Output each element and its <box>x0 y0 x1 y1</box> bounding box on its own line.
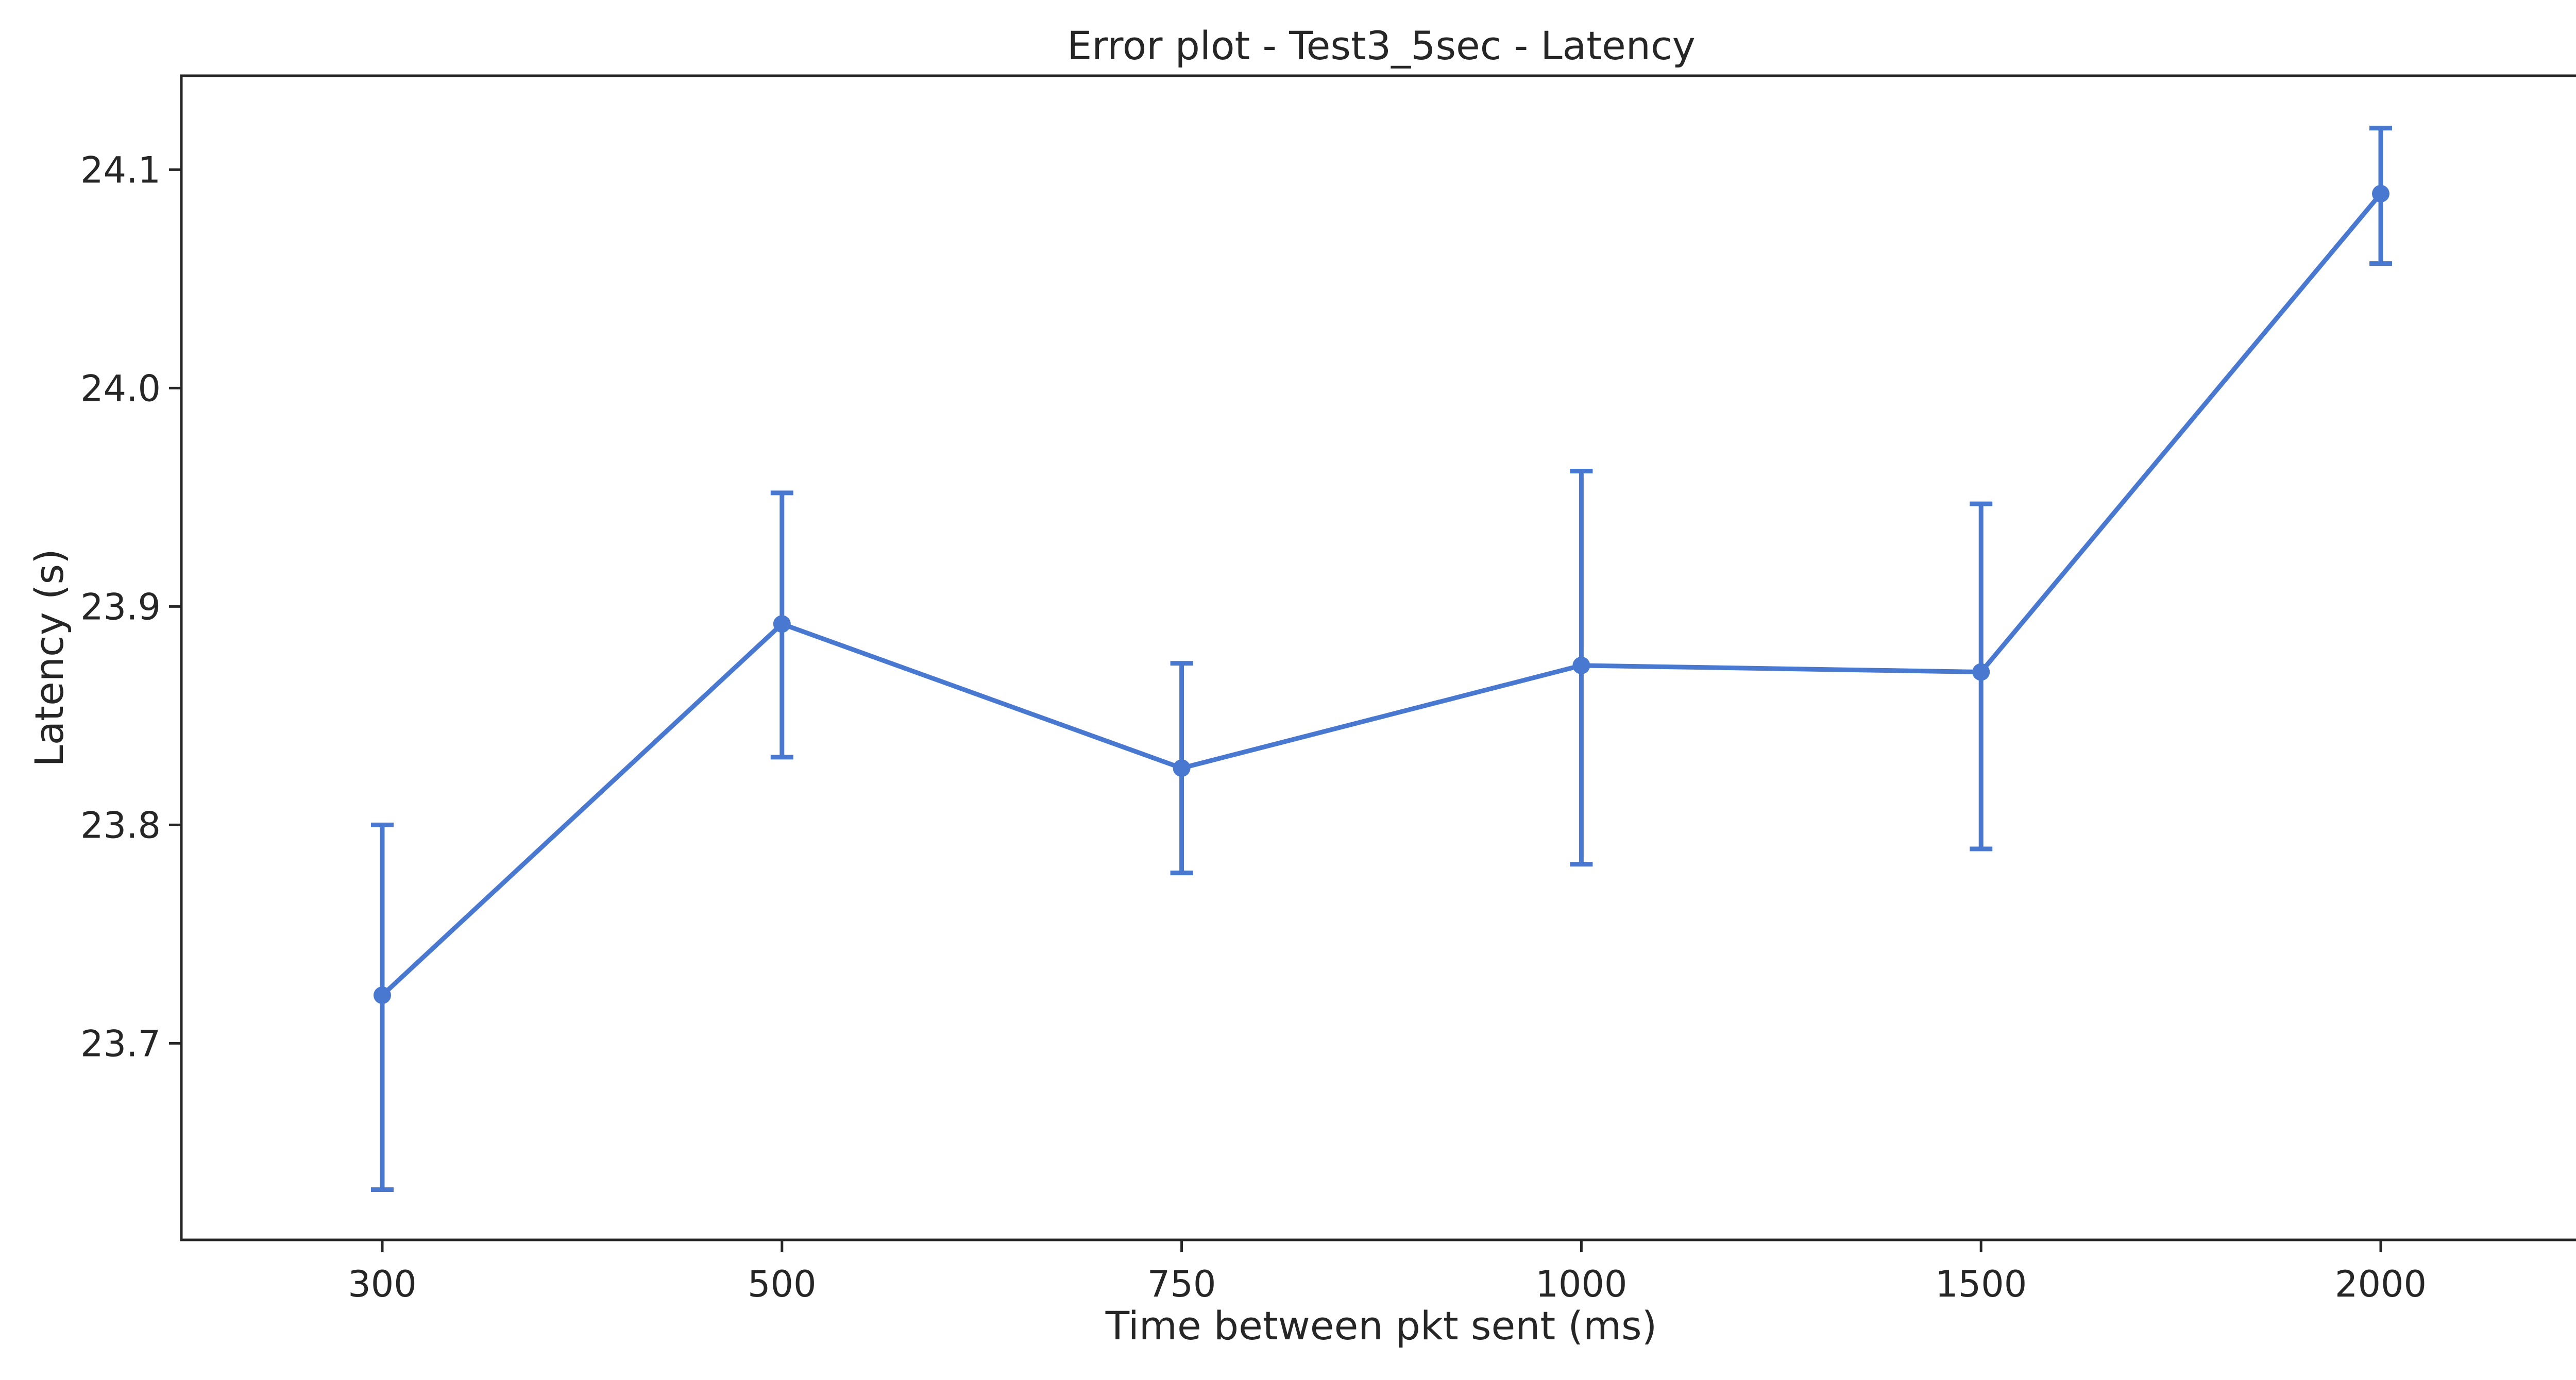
x-tick-label: 1000 <box>1535 1263 1627 1305</box>
x-axis-label: Time between pkt sent (ms) <box>1105 1303 1657 1349</box>
y-axis: 23.7 23.8 23.9 24.0 24.1 <box>80 149 181 1065</box>
data-point <box>1972 663 1990 681</box>
x-tick-label: 300 <box>348 1263 417 1305</box>
data-point <box>374 986 391 1004</box>
data-point <box>1173 759 1191 777</box>
data-point <box>2372 184 2389 202</box>
y-tick-label: 23.7 <box>80 1023 161 1065</box>
plot-area-frame <box>180 74 2576 1241</box>
x-tick-label: 500 <box>748 1263 817 1305</box>
series-line <box>380 192 2383 997</box>
data-point <box>773 615 791 633</box>
x-tick-label: 750 <box>1147 1263 1216 1305</box>
y-tick-label: 23.8 <box>80 804 161 846</box>
chart-title: Error plot - Test3_5sec - Latency <box>1067 23 1695 69</box>
y-tick-label: 23.9 <box>80 586 161 628</box>
data-point <box>1572 656 1590 674</box>
y-axis-label: Latency (s) <box>26 549 72 766</box>
x-tick-label: 1500 <box>1935 1263 2027 1305</box>
series-latency <box>371 126 2392 1192</box>
x-axis: 300 500 750 1000 1500 2000 <box>348 1240 2427 1305</box>
y-tick-label: 24.0 <box>80 367 161 410</box>
y-tick-label: 24.1 <box>80 149 161 191</box>
x-tick-label: 2000 <box>2335 1263 2427 1305</box>
